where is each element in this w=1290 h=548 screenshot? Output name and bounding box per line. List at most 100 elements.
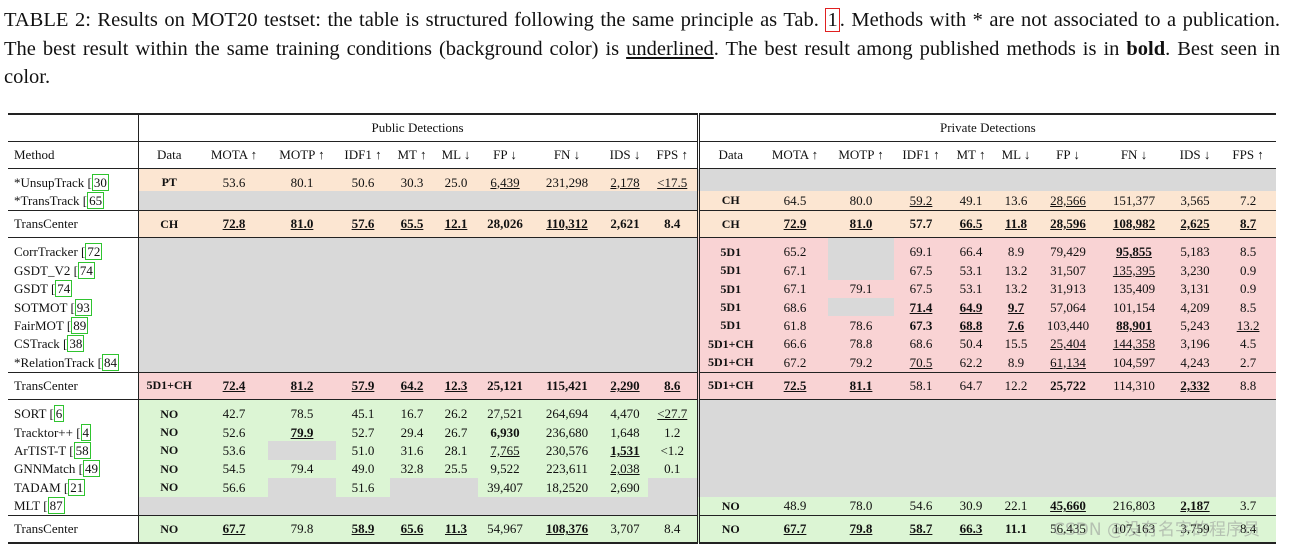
metric-value: 58.9 [351,521,375,537]
metric-cell: 13.2 [994,261,1039,280]
metric-cell: 64.9 [948,298,995,317]
method-name: SORT [6 [8,399,138,423]
citation-link[interactable]: 30 [91,173,109,191]
data-cell: 5D1+CH [137,371,200,400]
metric-value: 11.1 [1004,521,1028,537]
metric-value: 65.6 [400,521,424,537]
column-header: MT ↑ [390,141,434,169]
metric-cell: 144,358 [1098,334,1171,354]
caption-part-4: . Best seen in color. [4,37,1280,89]
data-label: CH [721,193,740,208]
empty-public-cell [137,261,699,280]
column-header: Data [696,141,763,169]
metric-value: 64.2 [400,377,424,393]
citation-link[interactable]: 87 [47,497,65,515]
column-header: FPS ↑ [648,141,699,169]
transcenter-row: TransCenter 5D1+CH 72.4 81.2 57.9 64.2 12.3 25,… [8,371,1277,400]
column-header: IDS ↓ [1170,141,1221,169]
metric-cell: 57.9 [336,371,390,400]
metric-cell: 58.7 [894,515,949,545]
metric-cell: 8.4 [648,209,699,238]
metric-cell: 50.4 [948,334,995,354]
data-label: 5D1+CH [146,378,192,393]
citation-link[interactable]: 21 [68,478,86,496]
metric-value: 81.0 [849,216,873,232]
metric-cell: 15.5 [994,334,1039,354]
citation-link[interactable]: 38 [67,335,85,353]
metric-cell: 1,531 [602,441,648,460]
metric-cell: 115,421 [532,371,602,400]
method-label: TransCenter [14,377,78,393]
column-header: IDF1 ↑ [894,141,949,169]
metric-cell: 80.0 [828,191,895,211]
results-table-container: Public Detections Private Detections Met… [8,113,1277,545]
column-header-row: Method Data MOTA ↑ MOTP ↑ IDF1 ↑ MT ↑ ML ↓ FP ↓… [8,141,1277,169]
data-cell: CH [137,209,200,238]
citation-link[interactable]: 72 [85,243,103,261]
citation-link[interactable]: 65 [87,191,105,209]
metric-cell: 8.6 [648,371,699,400]
method-label: *TransTrack [ [14,192,88,208]
metric-cell: 236,680 [532,423,602,442]
data-cell: NO [137,441,200,460]
caption-part-2: . Methods with * are not associated to a… [4,9,1281,60]
metric-cell: 79.1 [828,279,895,299]
metric-cell: 25.5 [434,459,478,479]
table-ref-link[interactable]: 1 [825,8,840,32]
table-row: SORT [6 NO 42.7 78.5 45.1 16.7 26.2 27,521 264,6… [8,399,1277,424]
metric-cell: 56,435 [1038,515,1099,545]
metric-cell: 67.7 [200,515,268,545]
metric-value: 25,121 [487,377,523,393]
metric-value: 59.2 [909,192,933,208]
data-cell: PT [137,168,200,192]
data-label: NO [160,461,179,476]
metric-cell: 30.3 [390,168,434,192]
metric-cell: 28,566 [1038,191,1099,211]
empty-private-cell [696,399,1277,424]
citation-link[interactable]: 93 [74,298,92,316]
citation-link[interactable]: 4 [80,423,92,441]
method-label: Tracktor++ [ [14,424,81,440]
metric-cell: 30.9 [948,496,995,516]
data-label: NO [160,425,179,440]
citation-link[interactable]: 58 [73,441,91,459]
metric-cell: 67.3 [894,316,949,335]
method-label: TADAM [ [14,479,69,495]
metric-value: 72.9 [783,216,807,232]
metric-cell: 2,178 [602,168,648,192]
metric-cell: 9,522 [478,459,532,479]
table-body: *UnsupTrack [30 PT 53.6 80.1 50.6 30.3 25.0 6,4… [8,168,1277,545]
method-label: GSDT [ [14,281,56,297]
citation-link[interactable]: 74 [55,280,73,298]
metric-cell: 108,376 [532,515,602,545]
citation-link[interactable]: 89 [71,316,89,334]
table-row: FairMOT [89 5D1 61.8 78.6 67.3 68.8 7.6 103,440… [8,316,1277,335]
metric-cell: 72.8 [200,209,268,238]
citation-link[interactable]: 6 [53,405,65,423]
table-caption: TABLE 2: Results on MOT20 testset: the t… [4,6,1280,92]
metric-value: 66.3 [959,521,983,537]
metric-cell: 65.6 [390,515,434,545]
metric-cell: 103,440 [1038,316,1099,335]
citation-link[interactable]: 84 [101,353,119,371]
method-name: CSTrack [38 [8,335,138,353]
empty-private-cell [696,459,1277,479]
metric-cell: 9.7 [994,298,1039,317]
metric-value: 110,312 [546,216,588,232]
citation-link[interactable]: 74 [77,261,95,279]
metric-cell: 51.0 [336,441,390,460]
method-name: TransCenter [8,209,138,238]
metric-cell: 52.7 [336,423,390,442]
method-name: TADAM [21 [8,478,138,496]
metric-value: 66.5 [959,216,983,232]
citation-link[interactable]: 49 [82,460,100,478]
data-label: NO [160,480,179,495]
method-name: FairMOT [89 [8,316,138,334]
metric-cell: 8.9 [994,237,1039,262]
data-cell: NO [137,423,200,442]
metric-cell: 8.4 [1220,515,1277,545]
metric-value: 2,625 [1180,216,1210,232]
metric-cell: 45,660 [1038,496,1099,516]
metric-cell: 68.6 [894,334,949,354]
watermark: CSDN @没有名字的程序员 [1053,520,1260,540]
